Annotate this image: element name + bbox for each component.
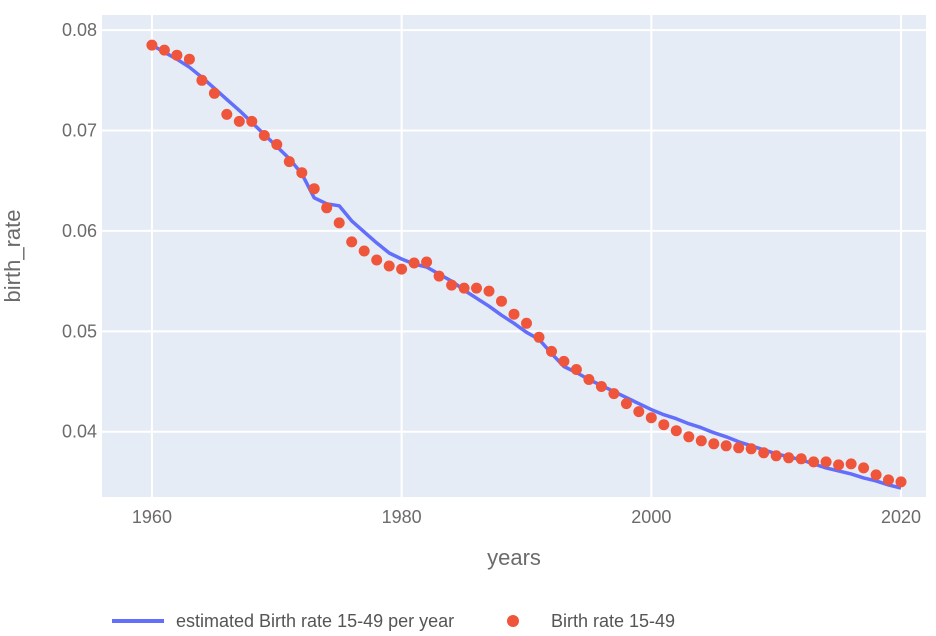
data-point (296, 167, 308, 179)
data-point (483, 285, 495, 297)
x-axis-title: years (487, 545, 541, 570)
data-point (233, 115, 245, 127)
data-point (421, 256, 433, 268)
data-point (720, 440, 732, 452)
data-point (521, 317, 532, 329)
legend-item-birth-rate[interactable]: Birth rate 15-49 (507, 611, 675, 631)
data-point (558, 355, 570, 367)
x-tick-label: 1960 (132, 507, 172, 527)
data-point (795, 453, 807, 465)
legend[interactable]: estimated Birth rate 15-49 per year Birt… (112, 611, 675, 631)
data-point (595, 381, 607, 392)
x-tick-label: 2000 (631, 507, 671, 527)
data-point (620, 398, 632, 410)
data-point (583, 374, 595, 385)
data-point (758, 447, 770, 459)
data-point (471, 282, 482, 294)
legend-marker-swatch (507, 615, 519, 627)
data-point (633, 406, 645, 418)
data-point (183, 53, 195, 65)
y-tick-label: 0.08 (62, 20, 97, 40)
data-point (658, 419, 670, 431)
data-point (408, 257, 420, 269)
data-point (283, 156, 295, 168)
data-point (171, 49, 183, 61)
data-point (458, 282, 470, 294)
data-point (783, 452, 795, 464)
data-point (883, 474, 894, 486)
data-point (271, 139, 283, 150)
data-point (446, 279, 458, 291)
data-point (770, 450, 782, 462)
data-point (808, 456, 820, 468)
data-point (221, 108, 233, 120)
data-point (870, 469, 882, 481)
series-layer (146, 39, 907, 490)
y-tick-label: 0.04 (62, 422, 97, 442)
legend-item-estimated[interactable]: estimated Birth rate 15-49 per year (112, 611, 454, 631)
data-point (246, 115, 258, 127)
data-point (196, 74, 208, 86)
data-point (383, 260, 395, 272)
data-point (645, 412, 657, 424)
data-point (695, 435, 707, 447)
data-point (346, 236, 358, 248)
data-point (546, 345, 557, 357)
data-point (146, 39, 158, 51)
data-point (895, 476, 907, 488)
data-point (258, 130, 270, 141)
plot-background (102, 15, 926, 497)
data-point (733, 442, 745, 454)
x-axis-ticks: 1960 1980 2000 2020 (132, 507, 921, 527)
x-tick-label: 1980 (382, 507, 422, 527)
data-point (508, 308, 520, 320)
data-point (708, 438, 720, 450)
data-point (433, 270, 445, 282)
data-point (858, 462, 870, 474)
data-point (158, 44, 170, 56)
y-tick-label: 0.05 (62, 321, 97, 341)
data-point (845, 458, 857, 470)
data-point (308, 183, 320, 195)
x-tick-label: 2020 (881, 507, 921, 527)
data-point (745, 443, 757, 455)
data-point (570, 364, 582, 375)
data-point (333, 217, 345, 229)
y-axis-title: birth_rate (0, 210, 25, 303)
data-point (833, 459, 845, 471)
data-point (820, 456, 832, 468)
grid-lines (102, 15, 926, 497)
data-point (670, 425, 682, 437)
data-point (496, 295, 507, 307)
data-point (358, 245, 370, 257)
legend-label-birth-rate: Birth rate 15-49 (551, 611, 675, 631)
data-point (683, 431, 695, 443)
y-axis-ticks: 0.04 0.05 0.06 0.07 0.08 (62, 20, 97, 442)
data-point (396, 263, 408, 275)
data-point (371, 254, 383, 266)
data-point (533, 331, 545, 343)
legend-label-estimated: estimated Birth rate 15-49 per year (176, 611, 454, 631)
data-point (321, 202, 333, 214)
data-point (208, 87, 220, 99)
data-point (608, 388, 620, 400)
y-tick-label: 0.06 (62, 221, 97, 241)
y-tick-label: 0.07 (62, 120, 97, 140)
